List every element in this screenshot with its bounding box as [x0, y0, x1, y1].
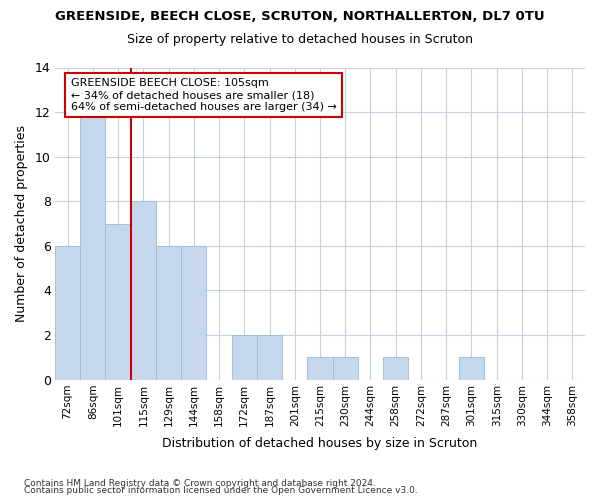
Bar	[307, 358, 332, 380]
Bar	[332, 358, 358, 380]
Bar	[383, 358, 409, 380]
Text: Contains public sector information licensed under the Open Government Licence v3: Contains public sector information licen…	[24, 486, 418, 495]
X-axis label: Distribution of detached houses by size in Scruton: Distribution of detached houses by size …	[163, 437, 478, 450]
Bar	[156, 246, 181, 380]
Bar	[257, 335, 282, 380]
Bar	[459, 358, 484, 380]
Bar	[55, 246, 80, 380]
Y-axis label: Number of detached properties: Number of detached properties	[15, 125, 28, 322]
Bar	[181, 246, 206, 380]
Text: GREENSIDE, BEECH CLOSE, SCRUTON, NORTHALLERTON, DL7 0TU: GREENSIDE, BEECH CLOSE, SCRUTON, NORTHAL…	[55, 10, 545, 23]
Bar	[131, 202, 156, 380]
Bar	[106, 224, 131, 380]
Text: Contains HM Land Registry data © Crown copyright and database right 2024.: Contains HM Land Registry data © Crown c…	[24, 478, 376, 488]
Bar	[232, 335, 257, 380]
Text: Size of property relative to detached houses in Scruton: Size of property relative to detached ho…	[127, 32, 473, 46]
Text: GREENSIDE BEECH CLOSE: 105sqm
← 34% of detached houses are smaller (18)
64% of s: GREENSIDE BEECH CLOSE: 105sqm ← 34% of d…	[71, 78, 337, 112]
Bar	[80, 112, 106, 380]
